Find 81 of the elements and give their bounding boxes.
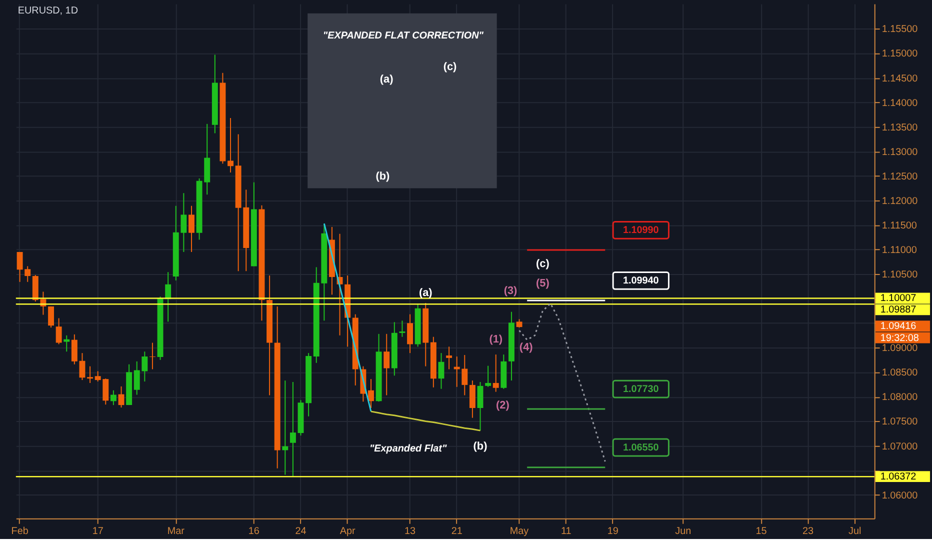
annotation: (a) bbox=[380, 73, 394, 86]
chart-title: EURUSD, 1D bbox=[18, 6, 78, 17]
x-tick-label: 13 bbox=[404, 526, 416, 537]
annotation: "Expanded Flat" bbox=[369, 443, 447, 454]
x-tick-label: Feb bbox=[11, 526, 29, 537]
annotation: "EXPANDED FLAT CORRECTION" bbox=[322, 30, 484, 42]
annotation: (b) bbox=[376, 170, 390, 183]
y-tick-label: 1.14000 bbox=[882, 98, 918, 109]
x-tick-label: 17 bbox=[92, 526, 104, 537]
y-tick-label: 1.08000 bbox=[882, 392, 918, 404]
candlestick bbox=[48, 306, 54, 328]
candlestick bbox=[399, 320, 406, 338]
candlestick bbox=[79, 352, 86, 381]
line-series bbox=[370, 410, 481, 432]
candlestick bbox=[149, 342, 156, 370]
candlestick bbox=[71, 334, 78, 365]
candlestick bbox=[492, 354, 499, 392]
annotation: (b) bbox=[473, 440, 488, 453]
x-tick-label: 11 bbox=[560, 526, 572, 537]
candlestick bbox=[446, 346, 452, 370]
x-tick-label: 15 bbox=[756, 526, 768, 537]
annotation: (4) bbox=[519, 341, 534, 354]
candlestick bbox=[462, 354, 468, 396]
candlestick bbox=[407, 314, 413, 354]
y-tick-label: 1.12000 bbox=[882, 196, 918, 207]
ref-line-label: 1.10007 bbox=[880, 293, 917, 304]
annotation: (c) bbox=[443, 60, 458, 73]
x-tick-label: 24 bbox=[295, 526, 307, 537]
text: 19:32:08 bbox=[880, 332, 920, 344]
annotation: (2) bbox=[496, 400, 510, 412]
candlestick bbox=[485, 365, 492, 388]
y-tick-label: 1.07000 bbox=[882, 441, 918, 452]
candlestick bbox=[469, 380, 476, 418]
y-tick-label: 1.07500 bbox=[882, 416, 918, 428]
text: 1.07730 bbox=[622, 384, 660, 396]
x-tick-label: Jun bbox=[675, 526, 692, 537]
candlestick bbox=[110, 390, 116, 406]
candlestick bbox=[56, 318, 62, 345]
x-tick-label: 21 bbox=[451, 526, 463, 537]
candlestick bbox=[290, 382, 296, 477]
text: 1.06550 bbox=[622, 442, 660, 454]
candlestick bbox=[438, 352, 444, 390]
line-series bbox=[323, 222, 372, 412]
text: 1.10990 bbox=[622, 225, 660, 236]
x-tick-label: Apr bbox=[340, 526, 356, 537]
x-tick-label: Jul bbox=[848, 526, 862, 537]
x-tick-label: May bbox=[510, 526, 529, 537]
y-tick-label: 1.08500 bbox=[882, 368, 918, 379]
candlestick bbox=[228, 118, 234, 173]
text: 1.09416 bbox=[880, 321, 917, 332]
y-tick-label: 1.13000 bbox=[882, 146, 918, 158]
candlestick bbox=[118, 386, 124, 408]
y-tick-label: 1.15500 bbox=[882, 24, 918, 36]
candlestick bbox=[384, 333, 390, 396]
y-tick-label: 1.15000 bbox=[882, 48, 918, 60]
annotation: (c) bbox=[536, 258, 550, 270]
y-tick-label: 1.06000 bbox=[882, 490, 918, 502]
y-tick-label: 1.12500 bbox=[882, 171, 918, 182]
candlestick bbox=[477, 382, 484, 432]
line-series bbox=[518, 302, 606, 462]
annotation: (a) bbox=[418, 287, 433, 300]
x-tick-label: Mar bbox=[167, 526, 186, 537]
text: 1.09940 bbox=[622, 276, 660, 287]
y-tick-label: 1.09000 bbox=[882, 343, 918, 354]
candlestick bbox=[64, 334, 70, 352]
x-tick-label: 16 bbox=[248, 526, 260, 537]
ref-line-label: 1.09887 bbox=[880, 304, 917, 316]
x-tick-label: 19 bbox=[607, 526, 619, 537]
y-tick-label: 1.14500 bbox=[882, 73, 918, 84]
ref-line-label: 1.06372 bbox=[880, 472, 917, 483]
annotation: (3) bbox=[504, 285, 518, 298]
candlestick bbox=[188, 205, 194, 252]
annotation: (1) bbox=[489, 334, 503, 346]
y-tick-label: 1.11500 bbox=[882, 220, 918, 232]
annotation: (5) bbox=[536, 277, 550, 290]
candlestick bbox=[87, 366, 94, 384]
y-tick-label: 1.10500 bbox=[882, 270, 918, 281]
candlestick bbox=[368, 378, 374, 409]
y-tick-label: 1.11000 bbox=[882, 245, 918, 256]
x-tick-label: 23 bbox=[802, 526, 814, 537]
y-tick-label: 1.13500 bbox=[882, 122, 918, 134]
